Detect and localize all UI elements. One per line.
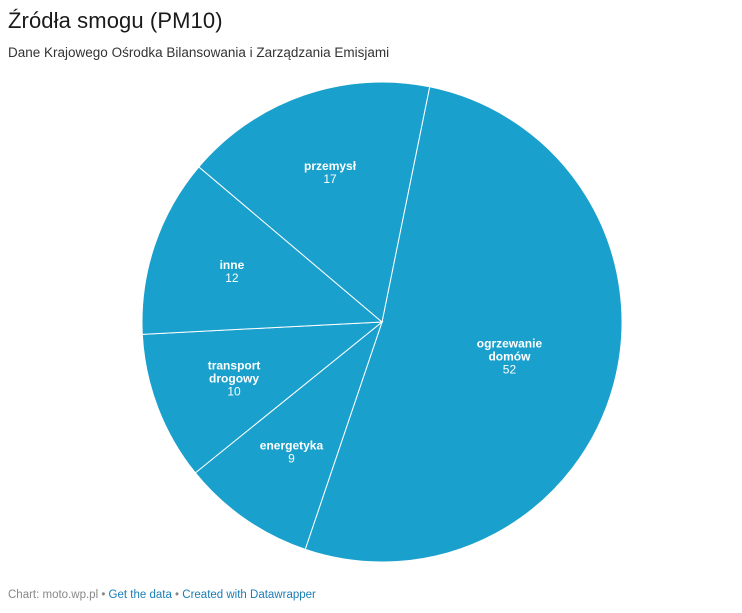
pie-slice-5[interactable] [198, 81, 431, 323]
pie-slice-1[interactable] [304, 86, 623, 563]
slice-category-label: domów [488, 349, 531, 363]
slice-category-label: energetyka [260, 438, 324, 452]
slice-value-label: 17 [323, 172, 337, 186]
slice-value-label: 12 [225, 271, 239, 285]
pie-slice-4[interactable] [141, 166, 384, 335]
slice-value-label: 9 [288, 451, 295, 465]
slice-value-label: 52 [503, 362, 517, 376]
pie-slice-2[interactable] [194, 320, 384, 551]
slice-category-label: ogrzewanie [477, 336, 543, 350]
datawrapper-link[interactable]: Created with Datawrapper [182, 589, 316, 601]
slice-category-label: przemysł [304, 159, 357, 173]
slice-category-label: drogowy [209, 372, 259, 386]
footer-separator: • [171, 589, 183, 601]
source-credit: Chart: moto.wp.pl [8, 589, 99, 601]
chart-area: ogrzewanie domów 52 energetyka 9 transport dro… [0, 70, 742, 580]
pie-slice-3[interactable] [141, 321, 384, 474]
chart-title: Źródła smogu (PM10) [8, 8, 223, 33]
slice-value-label: 10 [227, 385, 241, 399]
slice-category-label: transport [208, 359, 261, 373]
footer-separator: • [98, 589, 109, 601]
get-data-link[interactable]: Get the data [108, 589, 172, 601]
slice-category-label: inne [220, 258, 245, 272]
chart-subtitle: Dane Krajowego Ośrodka Bilansowania i Za… [8, 45, 390, 60]
chart-footer: Chart: moto.wp.pl • Get the data • Creat… [8, 589, 316, 601]
